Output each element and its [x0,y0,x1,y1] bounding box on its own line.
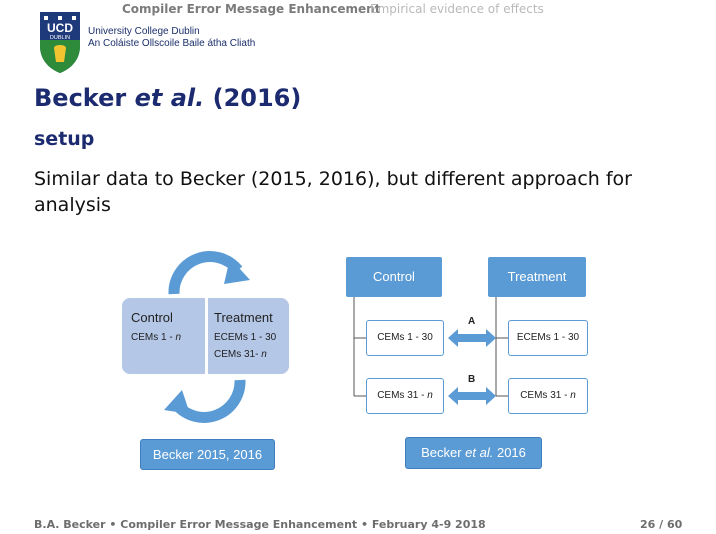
footer-info: B.A. Becker • Compiler Error Message Enh… [34,518,486,531]
nav-section-current[interactable]: Compiler Error Message Enhancement [122,2,381,16]
nav-section-next[interactable]: Empirical evidence of effects [370,2,544,16]
left-control-label: Control [131,310,173,325]
right-control-header: Control [346,257,442,297]
ucd-logo: UCD DUBLIN [40,12,80,73]
right-control-cems-31-n: CEMs 31 - n [366,378,444,414]
title-emphasis: et al. [134,84,205,112]
university-name: University College Dublin [88,26,200,37]
comparison-label-a: A [468,316,476,327]
slide-body-text: Similar data to Becker (2015, 2016), but… [34,168,632,216]
right-treatment-ecems-1-30: ECEMs 1 - 30 [508,320,588,356]
left-treatment-ecems: ECEMs 1 - 30 [214,332,277,343]
bottom-cycle-arrow-icon [164,379,246,423]
comparison-arrow-a-icon [448,329,496,347]
top-cycle-arrow-icon [168,251,250,295]
right-control-cems-1-30: CEMs 1 - 30 [366,320,444,356]
right-diagram-connectors [353,297,508,397]
comparison-label-b: B [468,374,476,385]
left-control-box: Control CEMs 1 - n [122,298,205,374]
slide-subtitle: setup [34,128,95,150]
left-treatment-cems: CEMs 31- n [214,349,267,360]
left-treatment-label: Treatment [214,310,273,325]
university-irish-name: An Coláiste Ollscoile Baile átha Cliath [88,38,256,49]
right-caption-box: Becker et al. 2016 [405,437,542,469]
svg-text:UCD: UCD [47,21,73,35]
page-number: 26 / 60 [640,518,683,531]
left-caption-box: Becker 2015, 2016 [140,439,275,470]
right-treatment-cems-31-n: CEMs 31 - n [508,378,588,414]
right-treatment-header: Treatment [488,257,586,297]
slide-title: Becker et al. (2016) [34,84,302,112]
university-name-block: University College Dublin An Coláiste Ol… [88,26,255,50]
comparison-arrow-b-icon [448,387,496,405]
left-treatment-box: Treatment ECEMs 1 - 30 CEMs 31- n [208,298,289,374]
left-control-cems: CEMs 1 - n [131,332,182,343]
svg-text:DUBLIN: DUBLIN [50,35,70,41]
